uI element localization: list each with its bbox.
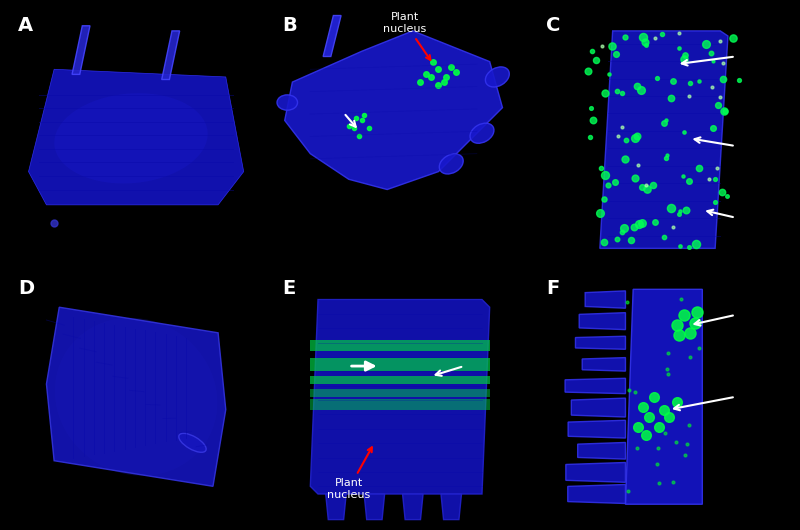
Polygon shape [566,463,626,482]
Ellipse shape [277,95,298,110]
Ellipse shape [470,123,494,143]
Ellipse shape [486,67,510,87]
Text: F: F [546,279,559,298]
Text: E: E [282,279,295,298]
Text: Plant
nucleus: Plant nucleus [383,12,430,60]
Polygon shape [626,289,702,504]
Polygon shape [285,31,502,190]
Polygon shape [364,494,385,519]
Polygon shape [585,291,626,308]
Polygon shape [310,389,490,397]
Polygon shape [565,378,626,394]
Polygon shape [578,443,626,459]
Ellipse shape [178,434,206,452]
Polygon shape [600,31,728,249]
Polygon shape [441,494,462,519]
Polygon shape [575,336,626,349]
Text: D: D [18,279,34,298]
Polygon shape [310,299,490,494]
Ellipse shape [439,154,463,174]
Polygon shape [46,307,226,487]
Polygon shape [72,26,90,74]
Text: C: C [546,15,561,34]
Text: A: A [18,15,34,34]
Ellipse shape [55,318,218,476]
Polygon shape [568,484,626,504]
Polygon shape [310,376,490,384]
Polygon shape [310,340,490,351]
Polygon shape [579,313,626,330]
Text: Plant
nucleus: Plant nucleus [327,447,372,500]
Polygon shape [568,420,626,438]
Ellipse shape [54,93,208,183]
Polygon shape [310,399,490,410]
Text: B: B [282,15,297,34]
Polygon shape [582,358,626,371]
Polygon shape [29,69,244,205]
Polygon shape [571,398,626,417]
Polygon shape [310,358,490,371]
Polygon shape [162,31,180,80]
Polygon shape [323,15,341,57]
Polygon shape [402,494,423,519]
Polygon shape [326,494,346,519]
